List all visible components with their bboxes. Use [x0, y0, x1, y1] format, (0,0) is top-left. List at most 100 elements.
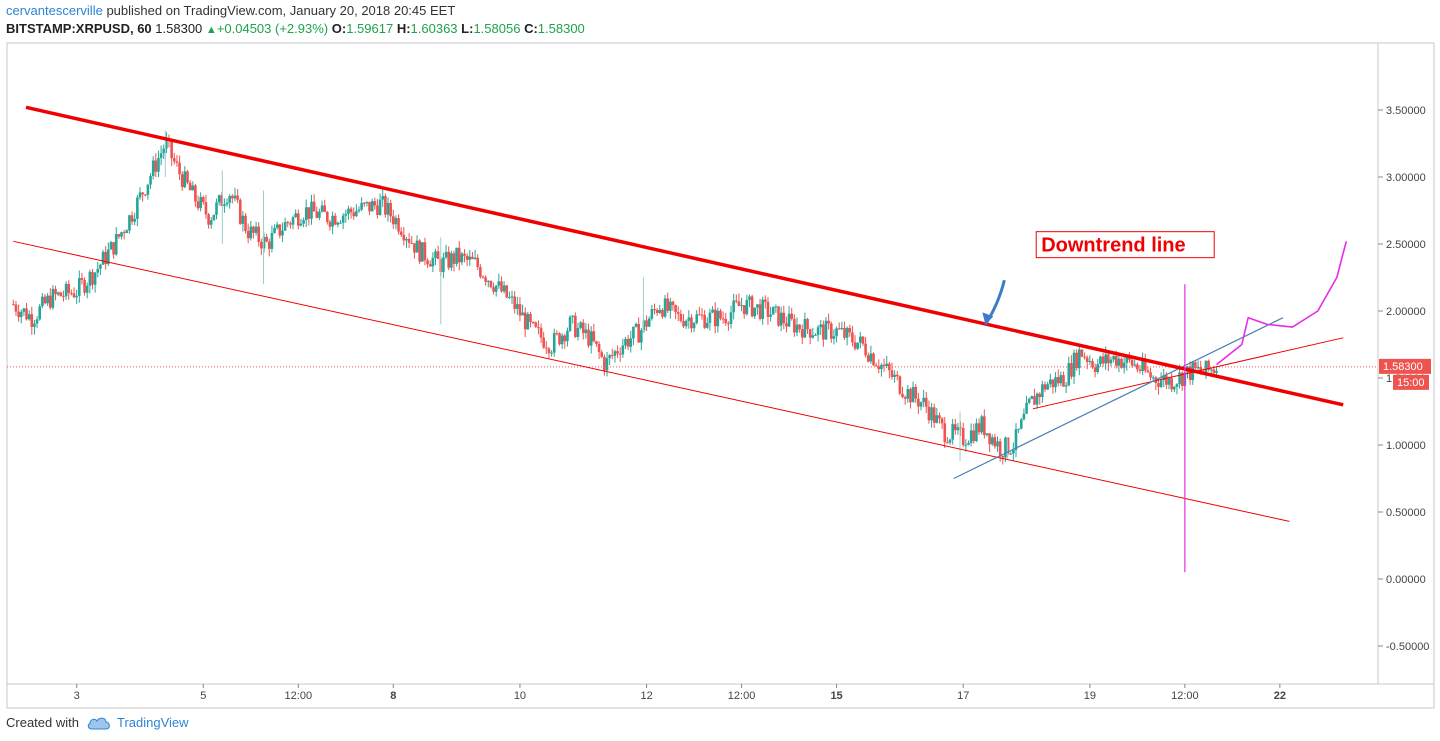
candle-body	[355, 211, 358, 217]
candle-body	[48, 295, 52, 308]
candle-body	[874, 365, 878, 367]
candle-body	[128, 215, 131, 231]
candle-body	[83, 280, 86, 293]
candle-body	[690, 317, 693, 329]
candle-body	[476, 257, 480, 267]
projection-curve[interactable]	[1216, 241, 1348, 366]
candle-body	[1085, 357, 1089, 362]
candle-body	[980, 416, 983, 433]
candle-body	[634, 323, 638, 327]
candle-body	[492, 287, 495, 292]
candle-body	[241, 215, 245, 224]
open-value: 1.59617	[346, 21, 394, 36]
candle-body	[737, 301, 741, 306]
candle-body	[1099, 356, 1102, 364]
candle-body	[202, 197, 205, 203]
candle-body	[186, 171, 189, 183]
tradingview-brand-link[interactable]: TradingView	[116, 715, 189, 730]
candle-body	[1133, 364, 1137, 366]
candle-body	[107, 249, 110, 265]
candle-body	[481, 276, 485, 278]
candle-body	[281, 230, 284, 236]
candle-body	[837, 328, 841, 330]
candle-body	[431, 257, 435, 267]
candle-body	[605, 358, 609, 371]
candle-body	[1070, 363, 1073, 377]
short-trendline[interactable]	[1032, 337, 1344, 410]
candle-body	[993, 437, 997, 447]
candle-body	[983, 416, 986, 436]
candle-body	[703, 314, 706, 328]
candle-body	[1041, 384, 1044, 398]
candle-body	[278, 224, 282, 236]
lower-channel-line[interactable]	[13, 240, 1290, 522]
candle-body	[1173, 386, 1176, 390]
candle-body	[80, 278, 84, 281]
annotation-box[interactable]	[1035, 231, 1215, 259]
candle-body	[1178, 372, 1181, 385]
candle-body	[1027, 398, 1031, 403]
candle-body	[853, 342, 857, 349]
candle-body	[30, 314, 34, 327]
candle-body	[732, 300, 735, 313]
candle-body	[1093, 367, 1097, 372]
candle-body	[112, 242, 115, 255]
candle-body	[750, 296, 754, 317]
x-tick-label: 5	[200, 690, 206, 702]
candle-body	[220, 195, 224, 207]
candle-body	[1096, 363, 1100, 372]
arrow-head-icon	[982, 312, 994, 325]
candle-body	[998, 441, 1002, 456]
candle-body	[990, 437, 994, 445]
candle-body	[719, 310, 722, 319]
candle-body	[676, 312, 680, 314]
candle-body	[1072, 352, 1076, 377]
candle-body	[518, 304, 522, 316]
candle-body	[233, 195, 237, 199]
candle-body	[138, 192, 142, 198]
x-tick-label: 12	[640, 690, 652, 702]
candle-body	[175, 161, 179, 163]
candle-body	[803, 319, 807, 338]
candle-body	[787, 313, 791, 327]
support-trendline[interactable]	[953, 317, 1284, 480]
candle-body	[286, 222, 290, 224]
candle-body	[618, 353, 622, 355]
time-axis[interactable]	[6, 683, 1435, 709]
candle-body	[489, 280, 493, 288]
candle-body	[1014, 429, 1018, 450]
candle-body	[808, 329, 812, 338]
candle-body	[890, 370, 894, 378]
y-tick-label: 2.00000	[1386, 306, 1426, 318]
downtrend-line[interactable]	[25, 105, 1344, 407]
candle-body	[136, 197, 139, 219]
candle-body	[766, 301, 770, 317]
candle-body	[484, 277, 487, 282]
candle-body	[1059, 375, 1063, 384]
candle-body	[748, 296, 751, 300]
candle-body	[866, 355, 870, 362]
candle-body	[589, 331, 593, 346]
candle-body	[901, 393, 904, 398]
candle-body	[542, 337, 545, 348]
candle-body	[640, 330, 643, 343]
candle-body	[149, 176, 152, 185]
author-link[interactable]: cervantescerville	[6, 3, 103, 18]
candle-body	[326, 211, 329, 222]
candle-body	[1180, 372, 1184, 386]
candle-body	[975, 423, 978, 442]
candle-body	[721, 318, 725, 320]
candle-body	[1104, 354, 1107, 364]
candle-body	[75, 295, 78, 298]
candle-body	[38, 306, 42, 320]
candle-body	[650, 309, 654, 319]
candle-body	[827, 320, 830, 324]
candle-body	[180, 174, 184, 188]
candle-body	[1046, 384, 1049, 390]
x-tick-label: 12:00	[1171, 690, 1199, 702]
candle-body	[399, 231, 403, 235]
candle-body	[1033, 396, 1036, 405]
candle-body	[1019, 419, 1023, 429]
plot-area[interactable]	[6, 42, 1379, 685]
